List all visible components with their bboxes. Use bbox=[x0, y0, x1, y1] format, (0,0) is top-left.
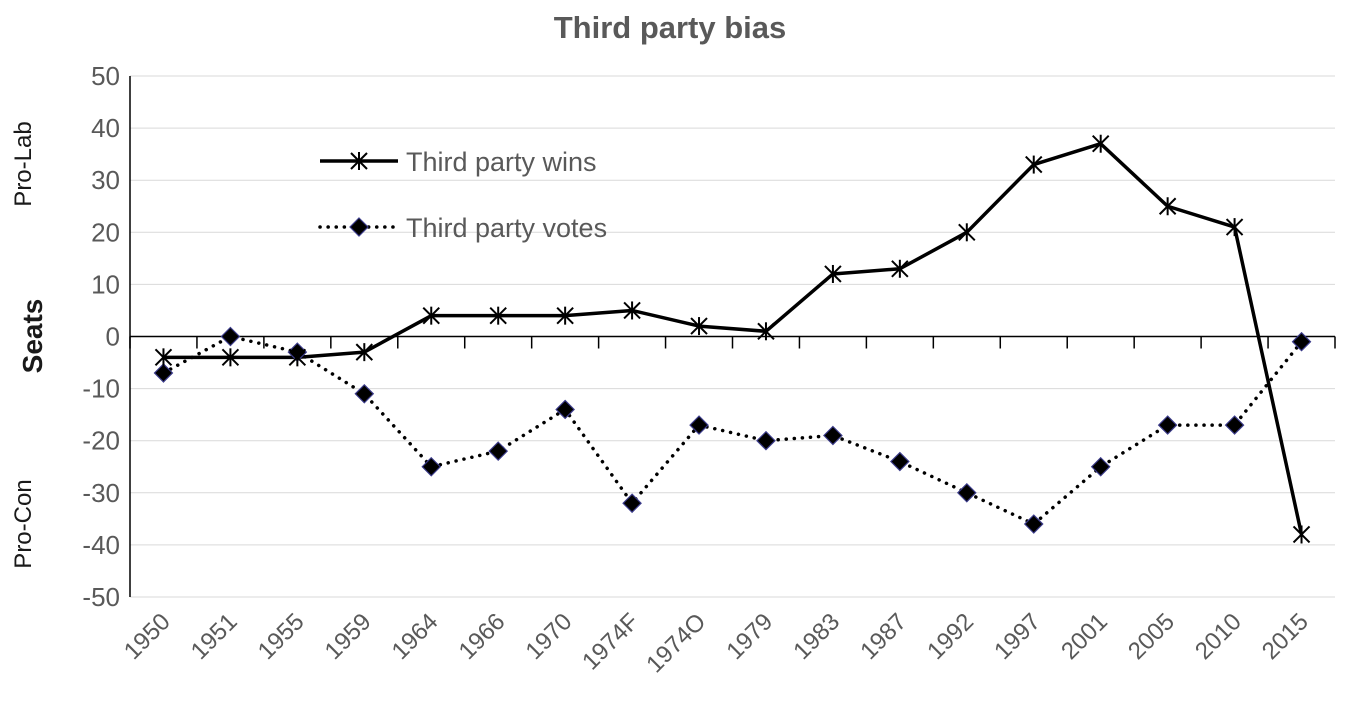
x-tick-label: 2010 bbox=[1190, 608, 1247, 665]
y-tick-label: 0 bbox=[106, 322, 120, 352]
point-third-party-wins bbox=[690, 317, 708, 336]
legend-marker-third-party-votes bbox=[349, 217, 369, 237]
y-tick-label: -20 bbox=[82, 426, 120, 456]
point-third-party-votes bbox=[890, 451, 910, 472]
point-third-party-wins bbox=[1025, 155, 1043, 174]
x-tick-label: 2015 bbox=[1257, 608, 1314, 665]
point-third-party-wins bbox=[1225, 218, 1244, 237]
point-third-party-wins bbox=[288, 348, 307, 367]
y-axis-label-pro-con: Pro-Con bbox=[10, 479, 37, 568]
x-tick-label: 2005 bbox=[1123, 608, 1180, 665]
point-third-party-votes bbox=[1224, 415, 1245, 435]
y-tick-label: 50 bbox=[91, 61, 120, 91]
point-third-party-wins bbox=[1091, 134, 1110, 153]
legend-label-third-party-votes: Third party votes bbox=[406, 213, 607, 243]
point-third-party-votes bbox=[555, 399, 575, 420]
series-line-third-party-wins bbox=[163, 141, 1304, 535]
point-third-party-votes bbox=[756, 430, 776, 451]
point-third-party-wins bbox=[824, 264, 842, 283]
x-tick-label: 1955 bbox=[253, 608, 310, 665]
point-third-party-wins bbox=[422, 306, 440, 325]
y-axis-label-pro-lab: Pro-Lab bbox=[10, 121, 37, 206]
point-third-party-wins bbox=[221, 348, 240, 367]
x-tick-label: 1974F bbox=[577, 608, 644, 675]
point-third-party-votes bbox=[421, 456, 442, 477]
point-third-party-wins bbox=[556, 306, 574, 325]
legend-marker-third-party-wins bbox=[350, 152, 368, 170]
x-tick-label: 1987 bbox=[855, 608, 912, 665]
x-axis bbox=[129, 76, 1336, 597]
point-third-party-wins bbox=[355, 343, 374, 362]
y-tick-label: 10 bbox=[91, 269, 120, 299]
y-tick-label: 20 bbox=[91, 217, 120, 247]
x-tick-label: 2001 bbox=[1056, 608, 1113, 665]
point-third-party-wins bbox=[1158, 197, 1177, 216]
point-third-party-votes bbox=[622, 493, 642, 514]
legend-label-third-party-wins: Third party wins bbox=[406, 147, 597, 177]
point-third-party-votes bbox=[823, 425, 843, 446]
x-tick-label: 1997 bbox=[989, 608, 1046, 665]
point-third-party-votes bbox=[689, 415, 709, 435]
point-third-party-wins bbox=[1292, 525, 1311, 544]
legend: Third party wins Third party votes bbox=[318, 147, 607, 243]
y-tick-label: -40 bbox=[82, 530, 120, 560]
point-third-party-votes bbox=[1291, 331, 1312, 352]
x-tick-label: 1983 bbox=[788, 608, 845, 665]
point-third-party-wins bbox=[489, 306, 507, 325]
series-line-third-party-votes bbox=[161, 334, 1304, 527]
x-tick-label: 1964 bbox=[387, 608, 444, 665]
x-tick-label: 1979 bbox=[721, 608, 778, 665]
x-tick-label: 1959 bbox=[320, 608, 377, 665]
gridlines bbox=[130, 75, 1335, 598]
chart-title: Third party bias bbox=[554, 10, 787, 45]
point-third-party-wins bbox=[154, 348, 173, 367]
x-tick-label: 1974O bbox=[641, 608, 711, 678]
point-third-party-votes bbox=[153, 363, 174, 383]
y-tick-label: -10 bbox=[82, 374, 120, 404]
y-tick-label: 30 bbox=[91, 165, 120, 195]
y-axis-ticks: 50 40 30 20 10 0 -10 -20 -30 -40 -50 bbox=[82, 61, 120, 612]
y-tick-label: 40 bbox=[91, 113, 120, 143]
point-third-party-wins bbox=[757, 322, 775, 341]
x-tick-label: 1970 bbox=[521, 608, 578, 665]
y-tick-label: -50 bbox=[82, 582, 120, 612]
x-tick-label: 1950 bbox=[119, 608, 176, 665]
y-axis-label: Seats bbox=[17, 299, 48, 374]
point-third-party-votes bbox=[956, 482, 977, 503]
point-third-party-votes bbox=[1023, 514, 1044, 534]
x-tick-label: 1951 bbox=[186, 608, 243, 665]
point-third-party-wins bbox=[623, 301, 641, 320]
point-third-party-votes bbox=[488, 441, 509, 461]
point-third-party-votes bbox=[1157, 415, 1178, 435]
point-third-party-wins bbox=[958, 223, 976, 242]
series-layer bbox=[153, 134, 1312, 544]
x-tick-label: 1966 bbox=[454, 608, 511, 665]
x-tick-label: 1992 bbox=[922, 608, 979, 665]
point-third-party-votes bbox=[354, 383, 375, 404]
point-third-party-votes bbox=[220, 326, 241, 347]
point-third-party-votes bbox=[1090, 456, 1111, 477]
point-third-party-wins bbox=[891, 259, 909, 278]
y-tick-label: -30 bbox=[82, 478, 120, 508]
